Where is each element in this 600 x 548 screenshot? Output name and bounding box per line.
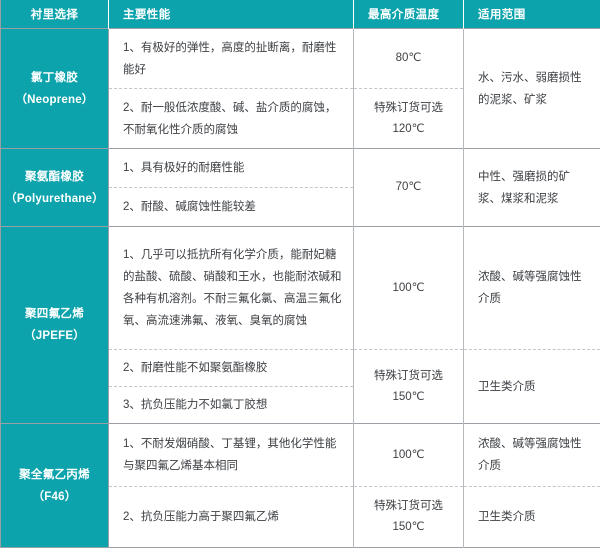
- scope-cell: 水、污水、弱磨损性的泥浆、矿浆: [464, 29, 600, 149]
- temperature-line-1: 70℃: [358, 177, 459, 198]
- table-header: 衬里选择 主要性能 最高介质温度 适用范围: [1, 0, 600, 29]
- header-main-performance: 主要性能: [109, 0, 354, 29]
- table-body: 氯丁橡胶 （Neoprene） 1、有极好的弹性，高度的扯断离，耐磨性能好 80…: [1, 29, 600, 548]
- performance-cell: 1、几乎可以抵抗所有化学介质，能耐妃糖的盐酸、硫酸、硝酸和王水，也能耐浓碱和各种…: [109, 227, 354, 350]
- temperature-line-1: 特殊订货可选: [358, 98, 459, 119]
- performance-cell: 1、具有极好的耐磨性能: [109, 149, 354, 188]
- material-cell-jpefe: 聚四氟乙烯 （JPEFE）: [1, 227, 109, 424]
- performance-cell: 1、不耐发烟硝酸、丁基锂，其他化学性能与聚四氟乙烯基本相同: [109, 424, 354, 487]
- scope-cell: 卫生类介质: [464, 487, 600, 548]
- material-cell-f46: 聚全氟乙丙烯 （F46）: [1, 424, 109, 548]
- temperature-cell: 100℃: [354, 424, 464, 487]
- temperature-line-2: 150℃: [358, 517, 459, 538]
- material-name-cn: 聚全氟乙丙烯: [19, 469, 90, 481]
- material-cell-polyurethane: 聚氨酯橡胶 （Polyurethane）: [1, 149, 109, 227]
- material-name-en: （Polyurethane）: [2, 188, 107, 210]
- temperature-line-1: 特殊订货可选: [358, 366, 459, 387]
- lining-selection-table-container: 衬里选择 主要性能 最高介质温度 适用范围 氯丁橡胶 （Neoprene） 1、…: [0, 0, 600, 427]
- table-header-row: 衬里选择 主要性能 最高介质温度 适用范围: [1, 0, 600, 29]
- table-row: 聚氨酯橡胶 （Polyurethane） 1、具有极好的耐磨性能 70℃ 中性、…: [1, 149, 600, 188]
- temperature-cell: 特殊订货可选 150℃: [354, 350, 464, 424]
- scope-cell: 中性、强磨损的矿浆、煤浆和泥浆: [464, 149, 600, 227]
- table-row: 聚四氟乙烯 （JPEFE） 1、几乎可以抵抗所有化学介质，能耐妃糖的盐酸、硫酸、…: [1, 227, 600, 350]
- material-name-en: （Neoprene）: [2, 89, 107, 111]
- scope-cell: 浓酸、碱等强腐蚀性介质: [464, 227, 600, 350]
- performance-cell: 3、抗负压能力不如氯丁胶想: [109, 387, 354, 424]
- material-name-en: （JPEFE）: [2, 325, 107, 347]
- temperature-line-2: 150℃: [358, 387, 459, 408]
- temperature-line-1: 80℃: [358, 48, 459, 69]
- temperature-line-1: 100℃: [358, 445, 459, 466]
- scope-cell: 浓酸、碱等强腐蚀性介质: [464, 424, 600, 487]
- temperature-cell: 80℃: [354, 29, 464, 89]
- table-row: 氯丁橡胶 （Neoprene） 1、有极好的弹性，高度的扯断离，耐磨性能好 80…: [1, 29, 600, 89]
- performance-cell: 2、耐酸、碱腐蚀性能较差: [109, 188, 354, 227]
- performance-cell: 2、耐磨性能不如聚氨酯橡胶: [109, 350, 354, 387]
- temperature-line-2: 120℃: [358, 119, 459, 140]
- scope-cell: 卫生类介质: [464, 350, 600, 424]
- header-max-medium-temperature: 最高介质温度: [354, 0, 464, 29]
- temperature-line-1: 100℃: [358, 278, 459, 299]
- temperature-cell: 特殊订货可选 120℃: [354, 89, 464, 149]
- temperature-cell: 特殊订货可选 150℃: [354, 487, 464, 548]
- header-lining-selection: 衬里选择: [1, 0, 109, 29]
- table-row: 聚全氟乙丙烯 （F46） 1、不耐发烟硝酸、丁基锂，其他化学性能与聚四氟乙烯基本…: [1, 424, 600, 487]
- material-name-cn: 聚四氟乙烯: [25, 308, 84, 320]
- performance-cell: 2、抗负压能力高于聚四氟乙烯: [109, 487, 354, 548]
- temperature-cell: 100℃: [354, 227, 464, 350]
- material-name-cn: 聚氨酯橡胶: [25, 171, 84, 183]
- performance-cell: 1、有极好的弹性，高度的扯断离，耐磨性能好: [109, 29, 354, 89]
- temperature-line-1: 特殊订货可选: [358, 496, 459, 517]
- material-name-en: （F46）: [2, 486, 107, 508]
- material-cell-neoprene: 氯丁橡胶 （Neoprene）: [1, 29, 109, 149]
- header-applicable-range: 适用范围: [464, 0, 600, 29]
- temperature-cell: 70℃: [354, 149, 464, 227]
- performance-cell: 2、耐一般低浓度酸、碱、盐介质的腐蚀，不耐氧化性介质的腐蚀: [109, 89, 354, 149]
- material-name-cn: 氯丁橡胶: [31, 72, 78, 84]
